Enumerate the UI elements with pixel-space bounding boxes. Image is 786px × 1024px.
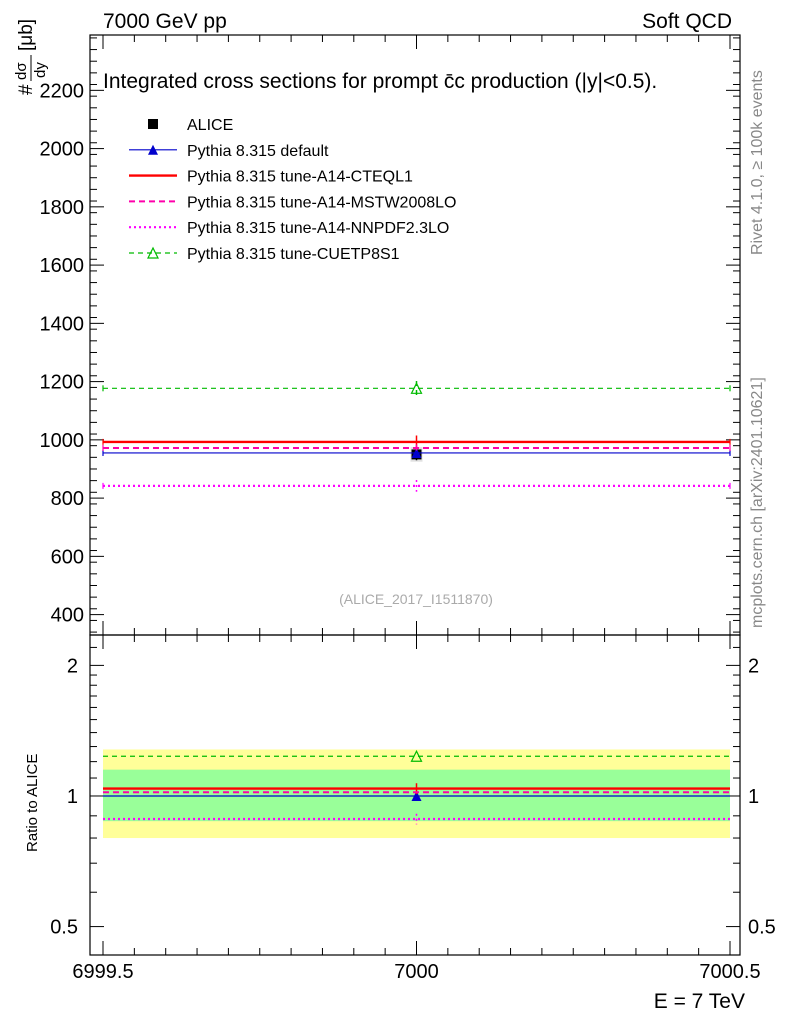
ratio-frame [89,634,741,956]
rivet-label: Rivet 4.1.0, ≥ 100k events [749,70,766,255]
ratio-series-default [103,790,730,801]
ratio-ylabel: Ratio to ALICE [24,754,41,852]
y-tick-label: 400 [51,605,84,627]
ratio-y-tick-label-left: 2 [67,655,78,677]
x-tick-label: 6999.5 [72,961,133,983]
legend-entry-cuetp8s1: Pythia 8.315 tune-CUETP8S1 [129,246,400,263]
ylabel-num: dσ [13,62,30,80]
series-mstw [102,444,731,452]
y-tick-label: 600 [51,546,84,568]
series-nnpdf [102,480,731,492]
y-tick-label: 2000 [40,139,85,161]
ratio-y-tick-label-right: 0.5 [748,917,776,939]
mcplots-label: mcplots.cern.ch [arXiv:2401.10621] [749,377,766,628]
y-tick-label: 1000 [40,430,85,452]
ratio-series-cuetp8s1 [103,749,730,762]
legend-label: ALICE [187,117,233,134]
y-tick-label: 1200 [40,372,85,394]
legend: ALICE Pythia 8.315 default Pythia 8.315 tu… [129,117,456,263]
cuetp8s1-point [410,381,423,394]
main-title: Integrated cross sections for prompt c̄c… [103,70,657,93]
ylabel-den: dy [32,62,49,78]
x-axis-label: E = 7 TeV [654,990,745,1013]
x-tick-label: 7000 [394,961,439,983]
ratio-y-tick-label-right: 1 [748,786,759,808]
main-ylabel: # dσ dy [μb] [13,19,49,95]
legend-entry-alice: ALICE [148,117,233,134]
legend-entry-mstw: Pythia 8.315 tune-A14-MSTW2008LO [129,194,456,211]
y-tick-label: 1400 [40,313,85,335]
ylabel-unit: [μb] [16,19,37,51]
ratio-panel: 0.5 0.5 1 1 2 2 6999.5 7000 7000.5 Ratio to ALIC… [24,634,776,1013]
legend-label: Pythia 8.315 tune-A14-NNPDF2.3LO [187,220,449,237]
y-tick-label: 800 [51,488,84,510]
legend-label: Pythia 8.315 default [187,143,329,160]
ratio-series-nnpdf [103,813,730,825]
legend-entry-nnpdf: Pythia 8.315 tune-A14-NNPDF2.3LO [129,220,449,237]
legend-marker-alice [148,119,158,129]
legend-marker-cuetp8s1 [147,246,159,259]
ratio-y-tick-label-left: 1 [67,786,78,808]
x-tick-label: 7000.5 [699,961,760,983]
legend-entry-cteql1: Pythia 8.315 tune-A14-CTEQL1 [129,169,413,186]
main-panel: 400 600 800 1000 1200 1400 1600 1800 2000 2200 In… [13,19,741,636]
ratio-y-tick-label-left: 0.5 [50,917,78,939]
y-tick-label: 2200 [40,80,85,102]
y-tick-label: 1600 [40,255,85,277]
legend-label: Pythia 8.315 tune-A14-MSTW2008LO [187,194,456,211]
default-point [411,447,422,458]
ratio-cuetp8s1-point [410,749,423,762]
series-default [102,447,731,458]
header-left: 7000 GeV pp [103,10,227,33]
legend-entry-default: Pythia 8.315 default [129,143,329,160]
legend-label: Pythia 8.315 tune-CUETP8S1 [187,246,400,263]
header-right: Soft QCD [642,10,732,33]
watermark: (ALICE_2017_I1511870) [339,591,493,607]
legend-label: Pythia 8.315 tune-A14-CTEQL1 [187,169,413,186]
ratio-default-point [411,790,422,801]
ratio-y-tick-label-right: 2 [748,655,759,677]
y-tick-label: 1800 [40,197,85,219]
series-cuetp8s1 [102,381,731,396]
legend-marker-default [148,144,158,155]
ylabel-hash: # [16,84,37,95]
